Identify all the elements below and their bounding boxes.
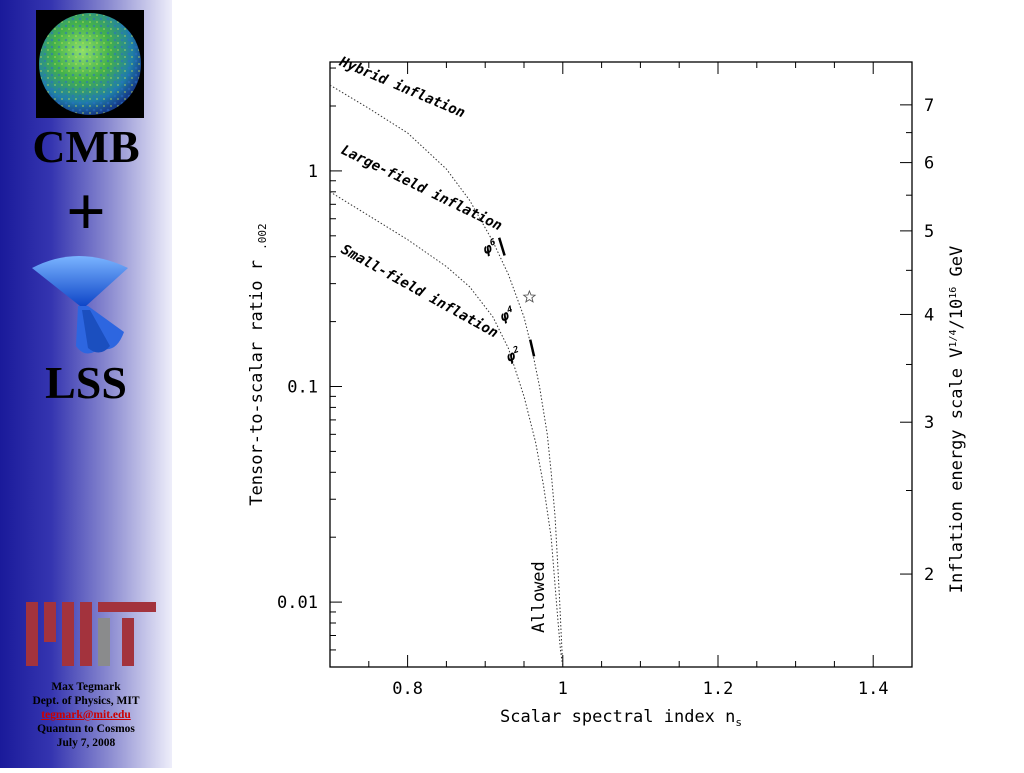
y-tick-label: 0.1	[287, 378, 318, 398]
region-label-1: Hybrid inflation	[336, 54, 467, 122]
prediction-label-2: φ4	[497, 305, 517, 326]
author-email-link[interactable]: tegmark@mit.edu	[41, 709, 131, 721]
x-axis-label: Scalar spectral index ns	[500, 707, 742, 729]
right-tick-label: 6	[924, 154, 934, 174]
plot-frame	[329, 61, 913, 668]
x-tick-label: 1	[558, 679, 568, 699]
x-tick-label: 0.8	[392, 679, 423, 699]
right-tick-label: 4	[924, 305, 934, 325]
inflation-plot: 0.8 1 1.2 1.4 0.01 0.1 1 2 3 4 5 6 7 Hybrid inflation…	[247, 54, 967, 729]
region-label-3: Small-field inflation	[338, 242, 501, 342]
cmb-title: CMB	[32, 121, 140, 172]
y-tick-label: 1	[308, 162, 318, 182]
y-axis-label: Tensor-to-scalar ratio r .002	[247, 223, 269, 505]
mit-logo	[26, 598, 156, 666]
boundary-curve-1	[329, 84, 564, 668]
lss-title: LSS	[45, 357, 127, 408]
y-tick-label: 0.01	[277, 593, 318, 613]
allowed-region-label: Allowed	[529, 561, 549, 633]
right-tick-label: 3	[924, 413, 934, 433]
prediction-star-marker	[522, 289, 537, 303]
x-tick-label: 1.4	[858, 679, 889, 699]
right-tick-label: 2	[924, 565, 934, 585]
region-label-2: Large-field inflation	[338, 142, 504, 234]
event-name: Quantun to Cosmos	[37, 723, 135, 735]
right-axis-label: Inflation energy scale V1/4/1016 GeV	[947, 246, 967, 593]
right-tick-label: 5	[924, 222, 934, 242]
prediction-label-1: φ6	[480, 237, 500, 258]
plus-sign: +	[66, 174, 106, 251]
prediction-label-3: φ2	[503, 345, 523, 366]
right-tick-label: 7	[924, 96, 934, 116]
author-name: Max Tegmark	[51, 681, 121, 693]
cmb-sky-image	[36, 10, 144, 118]
sidebar: CMB + LSS Max Tegmark Dept.	[0, 0, 172, 768]
author-department: Dept. of Physics, MIT	[32, 695, 140, 707]
prediction-segment-3	[528, 339, 536, 357]
prediction-segment-1	[497, 237, 506, 256]
inflation-chart: 0.8 1 1.2 1.4 0.01 0.1 1 2 3 4 5 6 7 Hybrid inflation…	[172, 0, 1024, 768]
event-date: July 7, 2008	[56, 737, 116, 749]
lss-survey-image	[30, 250, 134, 362]
x-tick-label: 1.2	[703, 679, 734, 699]
author-credits: Max Tegmark Dept. of Physics, MIT tegmar…	[0, 680, 172, 750]
